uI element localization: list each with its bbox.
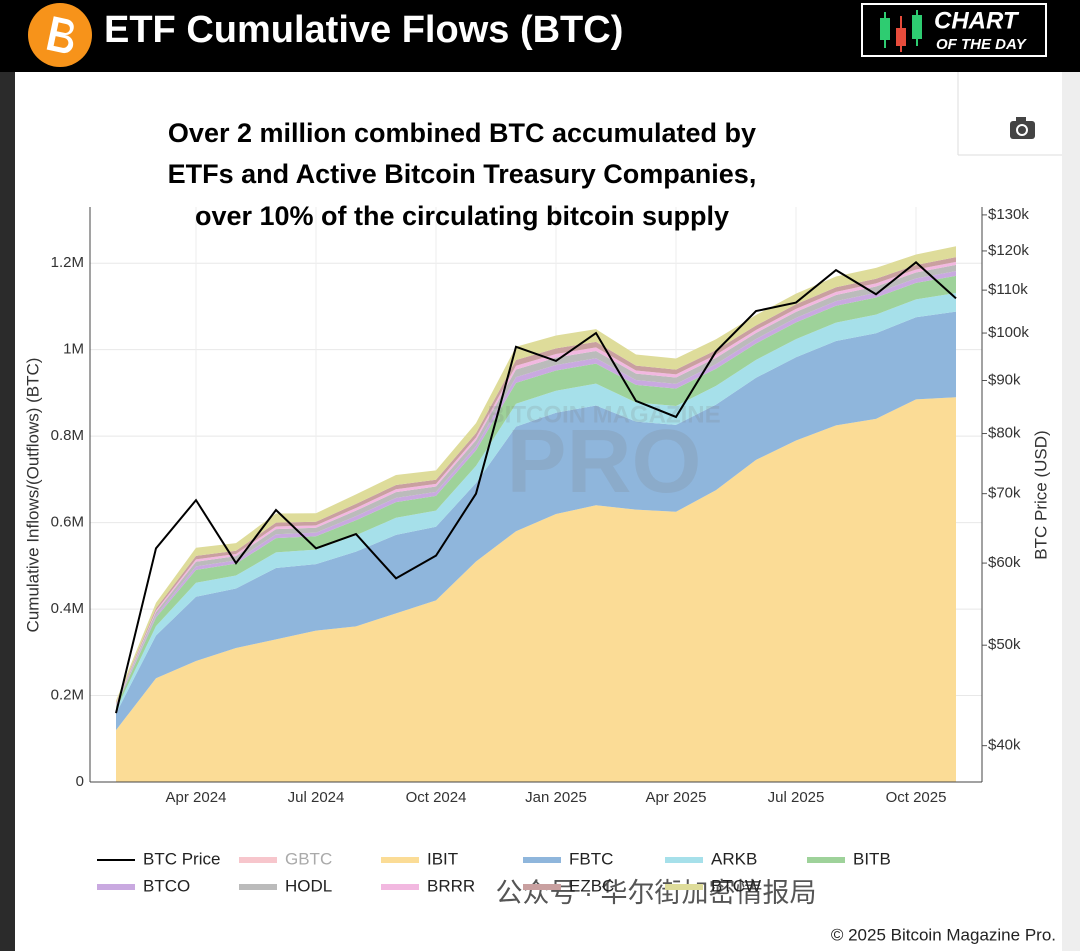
x-tick-label: Jul 2025 xyxy=(768,789,825,806)
watermark: PRO xyxy=(506,412,701,512)
y2-tick-label: $90k xyxy=(988,371,1021,388)
y-tick-label: 1.2M xyxy=(51,254,84,271)
legend-label: FBTC xyxy=(569,849,613,868)
y2-tick-label: $120k xyxy=(988,242,1029,259)
y2-tick-label: $60k xyxy=(988,554,1021,571)
side-strip xyxy=(1062,72,1080,951)
chart-title-line: ETFs and Active Bitcoin Treasury Compani… xyxy=(168,159,757,189)
wechat-label: 公众号 · 华尔街加密情报局 xyxy=(496,878,817,908)
legend-label: BTCW xyxy=(711,876,761,895)
y2-tick-label: $100k xyxy=(988,324,1029,341)
legend-label: EZBC xyxy=(569,876,614,895)
chart-title-line: Over 2 million combined BTC accumulated … xyxy=(168,118,756,148)
legend-label: BTCO xyxy=(143,876,190,895)
legend-label: HODL xyxy=(285,876,332,895)
y-axis-label: Cumulative Inflows/(Outflows) (BTC) xyxy=(23,358,42,633)
legend-label: BITB xyxy=(853,849,891,868)
legend-label: IBIT xyxy=(427,849,458,868)
y-tick-label: 0.6M xyxy=(51,514,84,531)
x-tick-label: Apr 2025 xyxy=(646,789,707,806)
badge xyxy=(861,3,1047,57)
y2-tick-label: $70k xyxy=(988,485,1021,502)
y2-tick-label: $50k xyxy=(988,636,1021,653)
y-tick-label: 1M xyxy=(63,341,84,358)
legend-label: GBTC xyxy=(285,849,332,868)
y-tick-label: 0.4M xyxy=(51,600,84,617)
badge-line1: CHART xyxy=(934,7,1020,34)
y2-tick-label: $130k xyxy=(988,206,1029,223)
badge-icon xyxy=(880,10,922,52)
x-tick-label: Jan 2025 xyxy=(525,789,587,806)
x-tick-label: Oct 2025 xyxy=(886,789,947,806)
price-line xyxy=(115,261,957,714)
y-tick-label: 0 xyxy=(76,773,84,790)
area xyxy=(116,397,956,782)
x-tick-label: Apr 2024 xyxy=(166,789,227,806)
legend-label: BRRR xyxy=(427,876,475,895)
area xyxy=(116,311,956,731)
y2-tick-label: $110k xyxy=(988,281,1028,298)
y2-axis-label: BTC Price (USD) xyxy=(1031,430,1050,559)
chart-title-line: over 10% of the circulating bitcoin supp… xyxy=(195,201,729,231)
header-title: ETF Cumulative Flows (BTC) xyxy=(104,9,623,51)
y-tick-label: 0.8M xyxy=(51,427,84,444)
legend-label: BTC Price xyxy=(143,849,220,868)
bitcoin-logo-mark xyxy=(46,16,74,54)
badge-line2: OF THE DAY xyxy=(936,36,1028,53)
legend-label: ARKB xyxy=(711,849,757,868)
x-tick-label: Jul 2024 xyxy=(288,789,345,806)
y-tick-label: 0.2M xyxy=(51,687,84,704)
y2-tick-label: $80k xyxy=(988,425,1021,442)
copyright: © 2025 Bitcoin Magazine Pro. xyxy=(831,925,1056,944)
camera-icon[interactable] xyxy=(1010,117,1035,139)
y2-tick-label: $40k xyxy=(988,737,1021,754)
x-tick-label: Oct 2024 xyxy=(406,789,467,806)
